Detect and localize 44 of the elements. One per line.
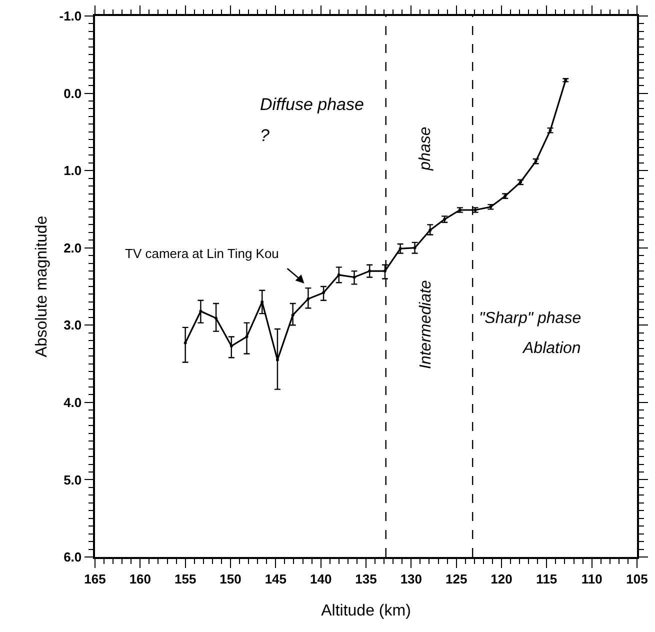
- point: [413, 246, 416, 250]
- x-tick-label: 120: [490, 571, 512, 586]
- x-tick-label: 135: [355, 571, 377, 586]
- y-tick-label: 6.0: [64, 550, 82, 565]
- point: [184, 341, 187, 344]
- y-tick-label: 2.0: [64, 240, 82, 256]
- y-tick-label: 5.0: [64, 472, 82, 488]
- x-tick-label: 125: [445, 571, 468, 586]
- y-tick-label: 4.0: [64, 394, 82, 410]
- annotation: phase: [416, 126, 434, 172]
- x-tick-label: 110: [581, 571, 602, 586]
- point: [260, 300, 264, 304]
- annotation: TV camera at Lin Ting Kou: [125, 246, 279, 261]
- point: [230, 344, 233, 348]
- point: [322, 291, 326, 294]
- annotation: Ablation: [522, 340, 581, 357]
- x-axis-title: Altitude (km): [321, 602, 411, 620]
- point: [245, 335, 248, 338]
- annotation: "Sharp" phase: [479, 310, 582, 327]
- point: [428, 228, 432, 232]
- point: [199, 310, 202, 313]
- y-tick-label: 1.0: [64, 163, 82, 178]
- point: [352, 276, 356, 279]
- x-tick-label: 155: [174, 571, 196, 586]
- x-tick-label: 145: [264, 571, 287, 586]
- annotation: ?: [260, 126, 270, 145]
- y-tick-label: 3.0: [64, 318, 82, 333]
- point: [276, 358, 279, 362]
- point: [306, 297, 310, 300]
- y-tick-label: 0.0: [64, 86, 82, 101]
- annotation: Intermediate: [417, 280, 434, 369]
- annotation: Diffuse phase: [260, 95, 364, 114]
- x-tick-label: 165: [84, 571, 106, 586]
- x-tick-label: 115: [536, 571, 558, 586]
- x-tick-label: 160: [129, 571, 152, 586]
- point: [214, 316, 218, 320]
- x-tick-label: 130: [400, 571, 422, 586]
- y-axis-title: Absolute magnitude: [34, 216, 51, 358]
- point: [291, 314, 294, 317]
- point: [337, 273, 340, 276]
- x-tick-label: 105: [626, 571, 648, 586]
- x-tick-label: 150: [220, 571, 242, 586]
- x-tick-label: 140: [310, 571, 332, 586]
- y-tick-label: -1.0: [59, 8, 82, 24]
